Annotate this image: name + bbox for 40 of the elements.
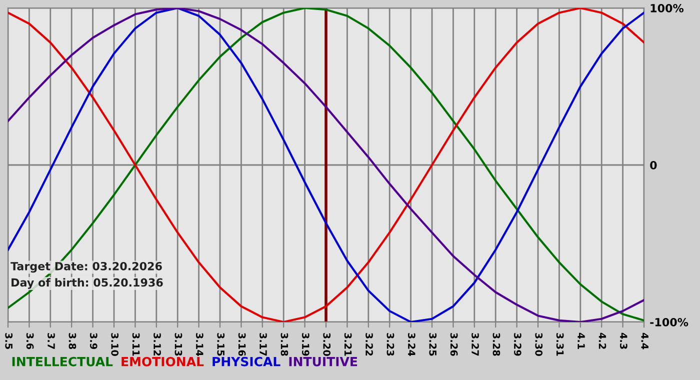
x-tick-label: 3.19: [302, 333, 310, 356]
x-tick-label: 3.11: [132, 333, 140, 356]
annotation: Target Date: 03.20.2026: [10, 262, 162, 273]
x-tick-label: 3.15: [217, 333, 225, 356]
x-tick-label: 3.30: [535, 333, 543, 356]
x-tick-label: 4.3: [620, 332, 628, 349]
text: INTUITIVE: [289, 357, 358, 366]
x-tick-label: 3.31: [556, 333, 564, 356]
text: PHYSICAL: [212, 356, 280, 366]
y-tick-label: -100%: [650, 318, 688, 326]
x-tick-label: 3.6: [26, 333, 34, 350]
x-tick-label: 3.28: [492, 333, 500, 356]
x-tick-label: 4.1: [578, 332, 585, 349]
x-tick-label: 3.25: [429, 333, 437, 356]
x-tick-label: 3.18: [280, 333, 288, 356]
y-tick-label: 100%: [650, 4, 684, 12]
x-tick-label: 3.17: [260, 333, 267, 356]
annotation: Day of birth: 05.20.1936: [12, 278, 163, 289]
x-tick-label: 3.16: [238, 333, 246, 356]
x-tick-label: 3.20: [323, 333, 331, 356]
x-tick-label: 3.27: [472, 333, 479, 356]
x-tick-label: 3.13: [174, 333, 182, 356]
text: INTELLECTUAL: [12, 356, 113, 366]
x-tick-label: 3.23: [386, 333, 394, 356]
x-tick-label: 4.4: [641, 332, 648, 350]
x-tick-label: 3.7: [48, 333, 55, 349]
x-tick-label: 3.8: [68, 333, 76, 350]
x-tick-label: 3.10: [111, 333, 119, 356]
x-tick-label: 3.24: [408, 333, 416, 356]
x-tick-label: 3.22: [366, 333, 373, 356]
x-tick-label: 3.21: [344, 333, 352, 356]
x-tick-label: 4.2: [598, 332, 606, 349]
x-tick-label: 3.29: [514, 333, 522, 356]
text: EMOTIONAL: [122, 356, 204, 366]
y-tick-label: 0: [650, 160, 657, 170]
x-tick-label: 3.9: [90, 333, 98, 350]
x-tick-label: 3.12: [154, 333, 161, 356]
x-tick-label: 3.5: [5, 333, 13, 349]
x-tick-label: 3.26: [450, 333, 458, 356]
x-tick-label: 3.14: [196, 333, 204, 356]
